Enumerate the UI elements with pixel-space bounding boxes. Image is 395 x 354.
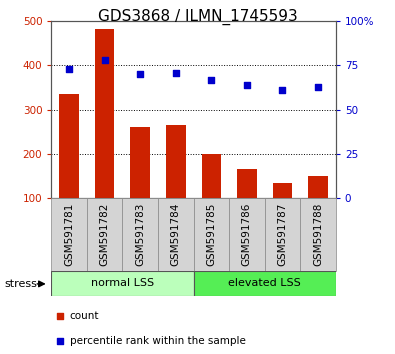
FancyBboxPatch shape	[122, 198, 158, 271]
FancyBboxPatch shape	[158, 198, 194, 271]
Text: GSM591788: GSM591788	[313, 203, 323, 266]
Text: count: count	[70, 311, 99, 321]
Point	[56, 313, 63, 319]
FancyBboxPatch shape	[265, 198, 300, 271]
Bar	[59, 94, 79, 242]
FancyBboxPatch shape	[51, 271, 194, 296]
Text: GSM591787: GSM591787	[277, 203, 288, 266]
Text: GSM591781: GSM591781	[64, 203, 74, 266]
Text: GSM591786: GSM591786	[242, 203, 252, 266]
FancyBboxPatch shape	[300, 198, 336, 271]
Text: GSM591784: GSM591784	[171, 203, 181, 266]
Point	[208, 77, 214, 82]
Point	[315, 84, 321, 90]
Text: GSM591783: GSM591783	[135, 203, 145, 266]
FancyBboxPatch shape	[51, 198, 87, 271]
Bar	[308, 176, 328, 242]
Text: stress: stress	[4, 279, 37, 289]
Bar	[166, 125, 186, 242]
Text: percentile rank within the sample: percentile rank within the sample	[70, 336, 245, 346]
Bar	[273, 183, 292, 242]
Point	[56, 338, 63, 344]
FancyBboxPatch shape	[194, 271, 336, 296]
Text: elevated LSS: elevated LSS	[228, 278, 301, 288]
Text: GSM591785: GSM591785	[206, 203, 216, 266]
Point	[66, 66, 72, 72]
Point	[173, 70, 179, 75]
Bar	[237, 169, 257, 242]
Text: normal LSS: normal LSS	[91, 278, 154, 288]
FancyBboxPatch shape	[194, 198, 229, 271]
Point	[102, 57, 108, 63]
Text: GDS3868 / ILMN_1745593: GDS3868 / ILMN_1745593	[98, 9, 297, 25]
FancyBboxPatch shape	[229, 198, 265, 271]
Bar	[201, 154, 221, 242]
Text: GSM591782: GSM591782	[100, 203, 110, 266]
Bar	[95, 29, 115, 242]
Point	[279, 87, 286, 93]
Point	[137, 72, 143, 77]
Point	[244, 82, 250, 88]
FancyBboxPatch shape	[87, 198, 122, 271]
Bar	[130, 127, 150, 242]
